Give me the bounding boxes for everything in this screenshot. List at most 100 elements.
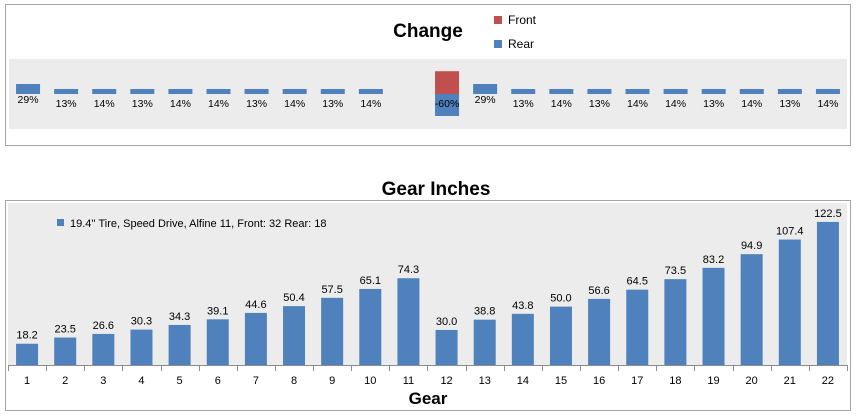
gear-bar-19 xyxy=(702,267,725,365)
gear-value-label-12: 30.0 xyxy=(436,316,457,328)
gear-value-label-17: 64.5 xyxy=(627,276,648,288)
change-label-18: 14% xyxy=(665,98,686,110)
change-bar-rear-14 xyxy=(511,89,536,94)
gear-tick-label-12: 12 xyxy=(440,375,452,387)
gear-bars xyxy=(16,221,839,365)
gear-value-label-11: 74.3 xyxy=(398,264,419,276)
change-chart-title: Change xyxy=(393,21,463,42)
change-label-4: 13% xyxy=(132,98,153,110)
gear-value-label-4: 30.3 xyxy=(131,316,152,328)
gear-bar-13 xyxy=(473,319,496,365)
gear-legend: 19.4'' Tire, Speed Drive, Alfine 11, Fro… xyxy=(57,218,327,230)
gear-bar-7 xyxy=(244,312,267,365)
gear-bar-2 xyxy=(54,337,77,365)
change-label-17: 14% xyxy=(627,98,648,110)
gear-tick-label-16: 16 xyxy=(593,375,605,387)
change-bar-rear-22 xyxy=(815,89,840,94)
gear-bar-9 xyxy=(321,297,344,365)
gear-tick-label-5: 5 xyxy=(177,375,183,387)
gear-value-label-3: 26.6 xyxy=(93,320,114,332)
change-label-15: 14% xyxy=(551,98,572,110)
change-bar-rear-12 xyxy=(435,94,460,116)
gear-value-label-5: 34.3 xyxy=(169,311,190,323)
gear-value-label-1: 18.2 xyxy=(16,330,37,342)
gear-tick-label-15: 15 xyxy=(555,375,567,387)
change-label-1: 29% xyxy=(18,94,39,106)
change-bar-rear-6 xyxy=(206,89,231,94)
gear-data-labels: 18.2 23.5 26.6 30.3 34.3 39.1 44.6 50.4 57.5 65.1… xyxy=(16,208,841,342)
legend-label-rear: Rear xyxy=(508,37,534,51)
gear-bar-14 xyxy=(511,313,534,365)
gear-tick-label-1: 1 xyxy=(24,375,30,387)
gear-bar-4 xyxy=(130,329,153,365)
gear-bar-18 xyxy=(664,279,687,365)
gear-value-label-14: 43.8 xyxy=(512,300,533,312)
change-label-7: 13% xyxy=(246,98,267,110)
gear-tick-label-19: 19 xyxy=(707,375,719,387)
change-label-12: -60% xyxy=(435,98,460,110)
change-data-labels: 29% 13% 14% 13% 14% 14% 13% 14% 13% 14% -60% 29% 13%… xyxy=(18,94,839,110)
change-label-6: 14% xyxy=(208,98,229,110)
gear-tick-label-17: 17 xyxy=(631,375,643,387)
gear-value-label-2: 23.5 xyxy=(54,324,75,336)
legend-label-front: Front xyxy=(508,13,537,27)
change-label-2: 13% xyxy=(56,98,77,110)
gear-value-label-19: 83.2 xyxy=(703,254,724,266)
gear-bar-5 xyxy=(168,324,191,365)
change-bar-rear-3 xyxy=(92,89,117,94)
gear-value-label-6: 39.1 xyxy=(207,305,228,317)
gear-tick-label-13: 13 xyxy=(479,375,491,387)
gear-tick-label-6: 6 xyxy=(215,375,221,387)
change-label-22: 14% xyxy=(817,98,838,110)
legend-swatch-front xyxy=(494,16,502,24)
change-label-20: 14% xyxy=(741,98,762,110)
gear-bar-22 xyxy=(816,221,839,365)
gear-legend-label: 19.4'' Tire, Speed Drive, Alfine 11, Fro… xyxy=(70,218,327,230)
change-label-5: 14% xyxy=(170,98,191,110)
change-legend: Front Rear xyxy=(494,13,537,51)
change-bar-rear-15 xyxy=(549,89,574,94)
gear-legend-swatch xyxy=(57,219,64,226)
gear-tick-label-18: 18 xyxy=(669,375,681,387)
gear-value-label-20: 94.9 xyxy=(741,240,762,252)
gear-value-label-16: 56.6 xyxy=(588,285,609,297)
gear-value-label-18: 73.5 xyxy=(665,265,686,277)
gear-bar-16 xyxy=(588,298,611,365)
change-bar-rear-16 xyxy=(587,89,612,94)
legend-swatch-rear xyxy=(494,40,502,48)
change-bar-rear-13 xyxy=(473,84,498,94)
gear-tick-label-4: 4 xyxy=(138,375,144,387)
change-bar-rear-19 xyxy=(701,89,726,94)
gear-value-label-21: 107.4 xyxy=(776,226,804,238)
gear-bar-11 xyxy=(397,278,420,365)
gear-tick-label-7: 7 xyxy=(253,375,259,387)
gear-x-axis-title: Gear xyxy=(409,389,448,408)
change-bar-rear-18 xyxy=(663,89,688,94)
gear-value-label-10: 65.1 xyxy=(360,275,381,287)
gear-tick-label-10: 10 xyxy=(364,375,376,387)
gear-tick-label-3: 3 xyxy=(100,375,106,387)
gear-bar-10 xyxy=(359,288,382,365)
change-label-14: 13% xyxy=(513,98,534,110)
gear-bar-6 xyxy=(206,319,229,365)
gear-tick-label-11: 11 xyxy=(403,375,414,387)
change-bar-rear-10 xyxy=(358,89,383,94)
gear-bar-12 xyxy=(435,329,458,365)
change-bar-rear-9 xyxy=(320,89,345,94)
gear-value-label-15: 50.0 xyxy=(550,293,571,305)
gear-value-label-7: 44.6 xyxy=(245,299,266,311)
gear-tick-label-21: 21 xyxy=(784,375,796,387)
change-label-21: 13% xyxy=(779,98,800,110)
change-label-16: 13% xyxy=(589,98,610,110)
change-bars xyxy=(16,71,840,116)
gear-bar-15 xyxy=(549,306,572,365)
gear-value-label-13: 38.8 xyxy=(474,306,495,318)
change-label-8: 14% xyxy=(284,98,305,110)
change-bar-rear-7 xyxy=(244,89,269,94)
change-bar-rear-5 xyxy=(168,89,193,94)
gear-bar-20 xyxy=(740,254,763,365)
gear-bar-1 xyxy=(16,343,39,365)
gear-bar-3 xyxy=(92,333,115,365)
gear-tick-label-2: 2 xyxy=(62,375,68,387)
